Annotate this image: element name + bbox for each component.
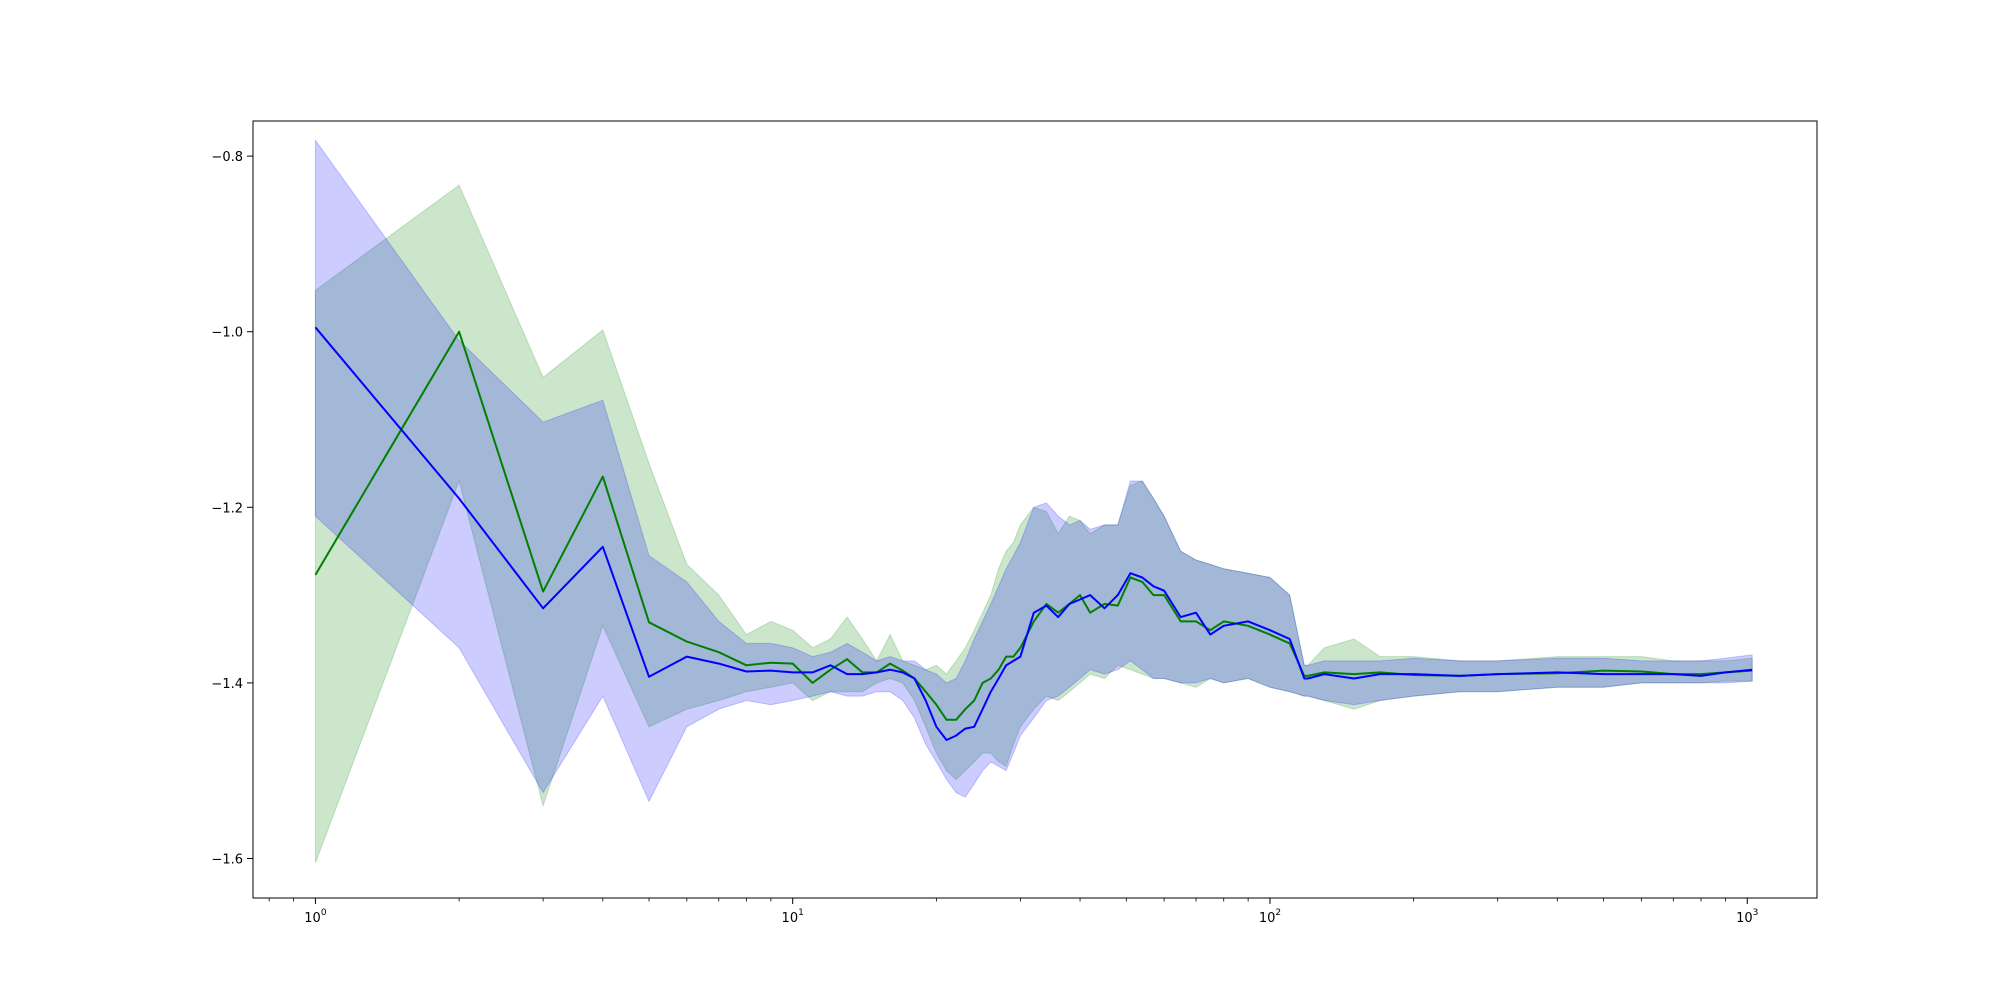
series-lines xyxy=(314,326,1753,741)
x-tick-label: 102 xyxy=(1259,908,1281,926)
series-2-line xyxy=(314,326,1753,741)
series-1-line xyxy=(314,330,1753,721)
x-axis: 100 101 102 103 xyxy=(268,898,1758,926)
x-tick-label: 100 xyxy=(304,908,327,926)
x-tick-exponent: 2 xyxy=(1275,908,1281,918)
x-tick-base: 10 xyxy=(782,911,799,926)
x-tick-exponent: 1 xyxy=(798,908,804,918)
x-tick-base: 10 xyxy=(1259,911,1276,926)
x-tick-exponent: 3 xyxy=(1753,908,1759,918)
y-tick-label: −0.8 xyxy=(211,150,243,165)
y-tick-label: −1.2 xyxy=(211,501,243,516)
series-1-band xyxy=(314,184,1753,864)
y-tick-label: −1.4 xyxy=(211,677,243,692)
x-tick-base: 10 xyxy=(304,911,321,926)
x-tick-exponent: 0 xyxy=(321,908,327,918)
x-tick-base: 10 xyxy=(1736,911,1753,926)
x-tick-label: 101 xyxy=(782,908,804,926)
y-tick-label: −1.6 xyxy=(211,852,243,867)
plot-frame xyxy=(252,120,1818,899)
x-tick-label: 103 xyxy=(1736,908,1758,926)
y-tick-label: −1.0 xyxy=(211,326,243,341)
y-axis: −0.8 −1.0 −1.2 −1.4 −1.6 xyxy=(211,150,253,867)
